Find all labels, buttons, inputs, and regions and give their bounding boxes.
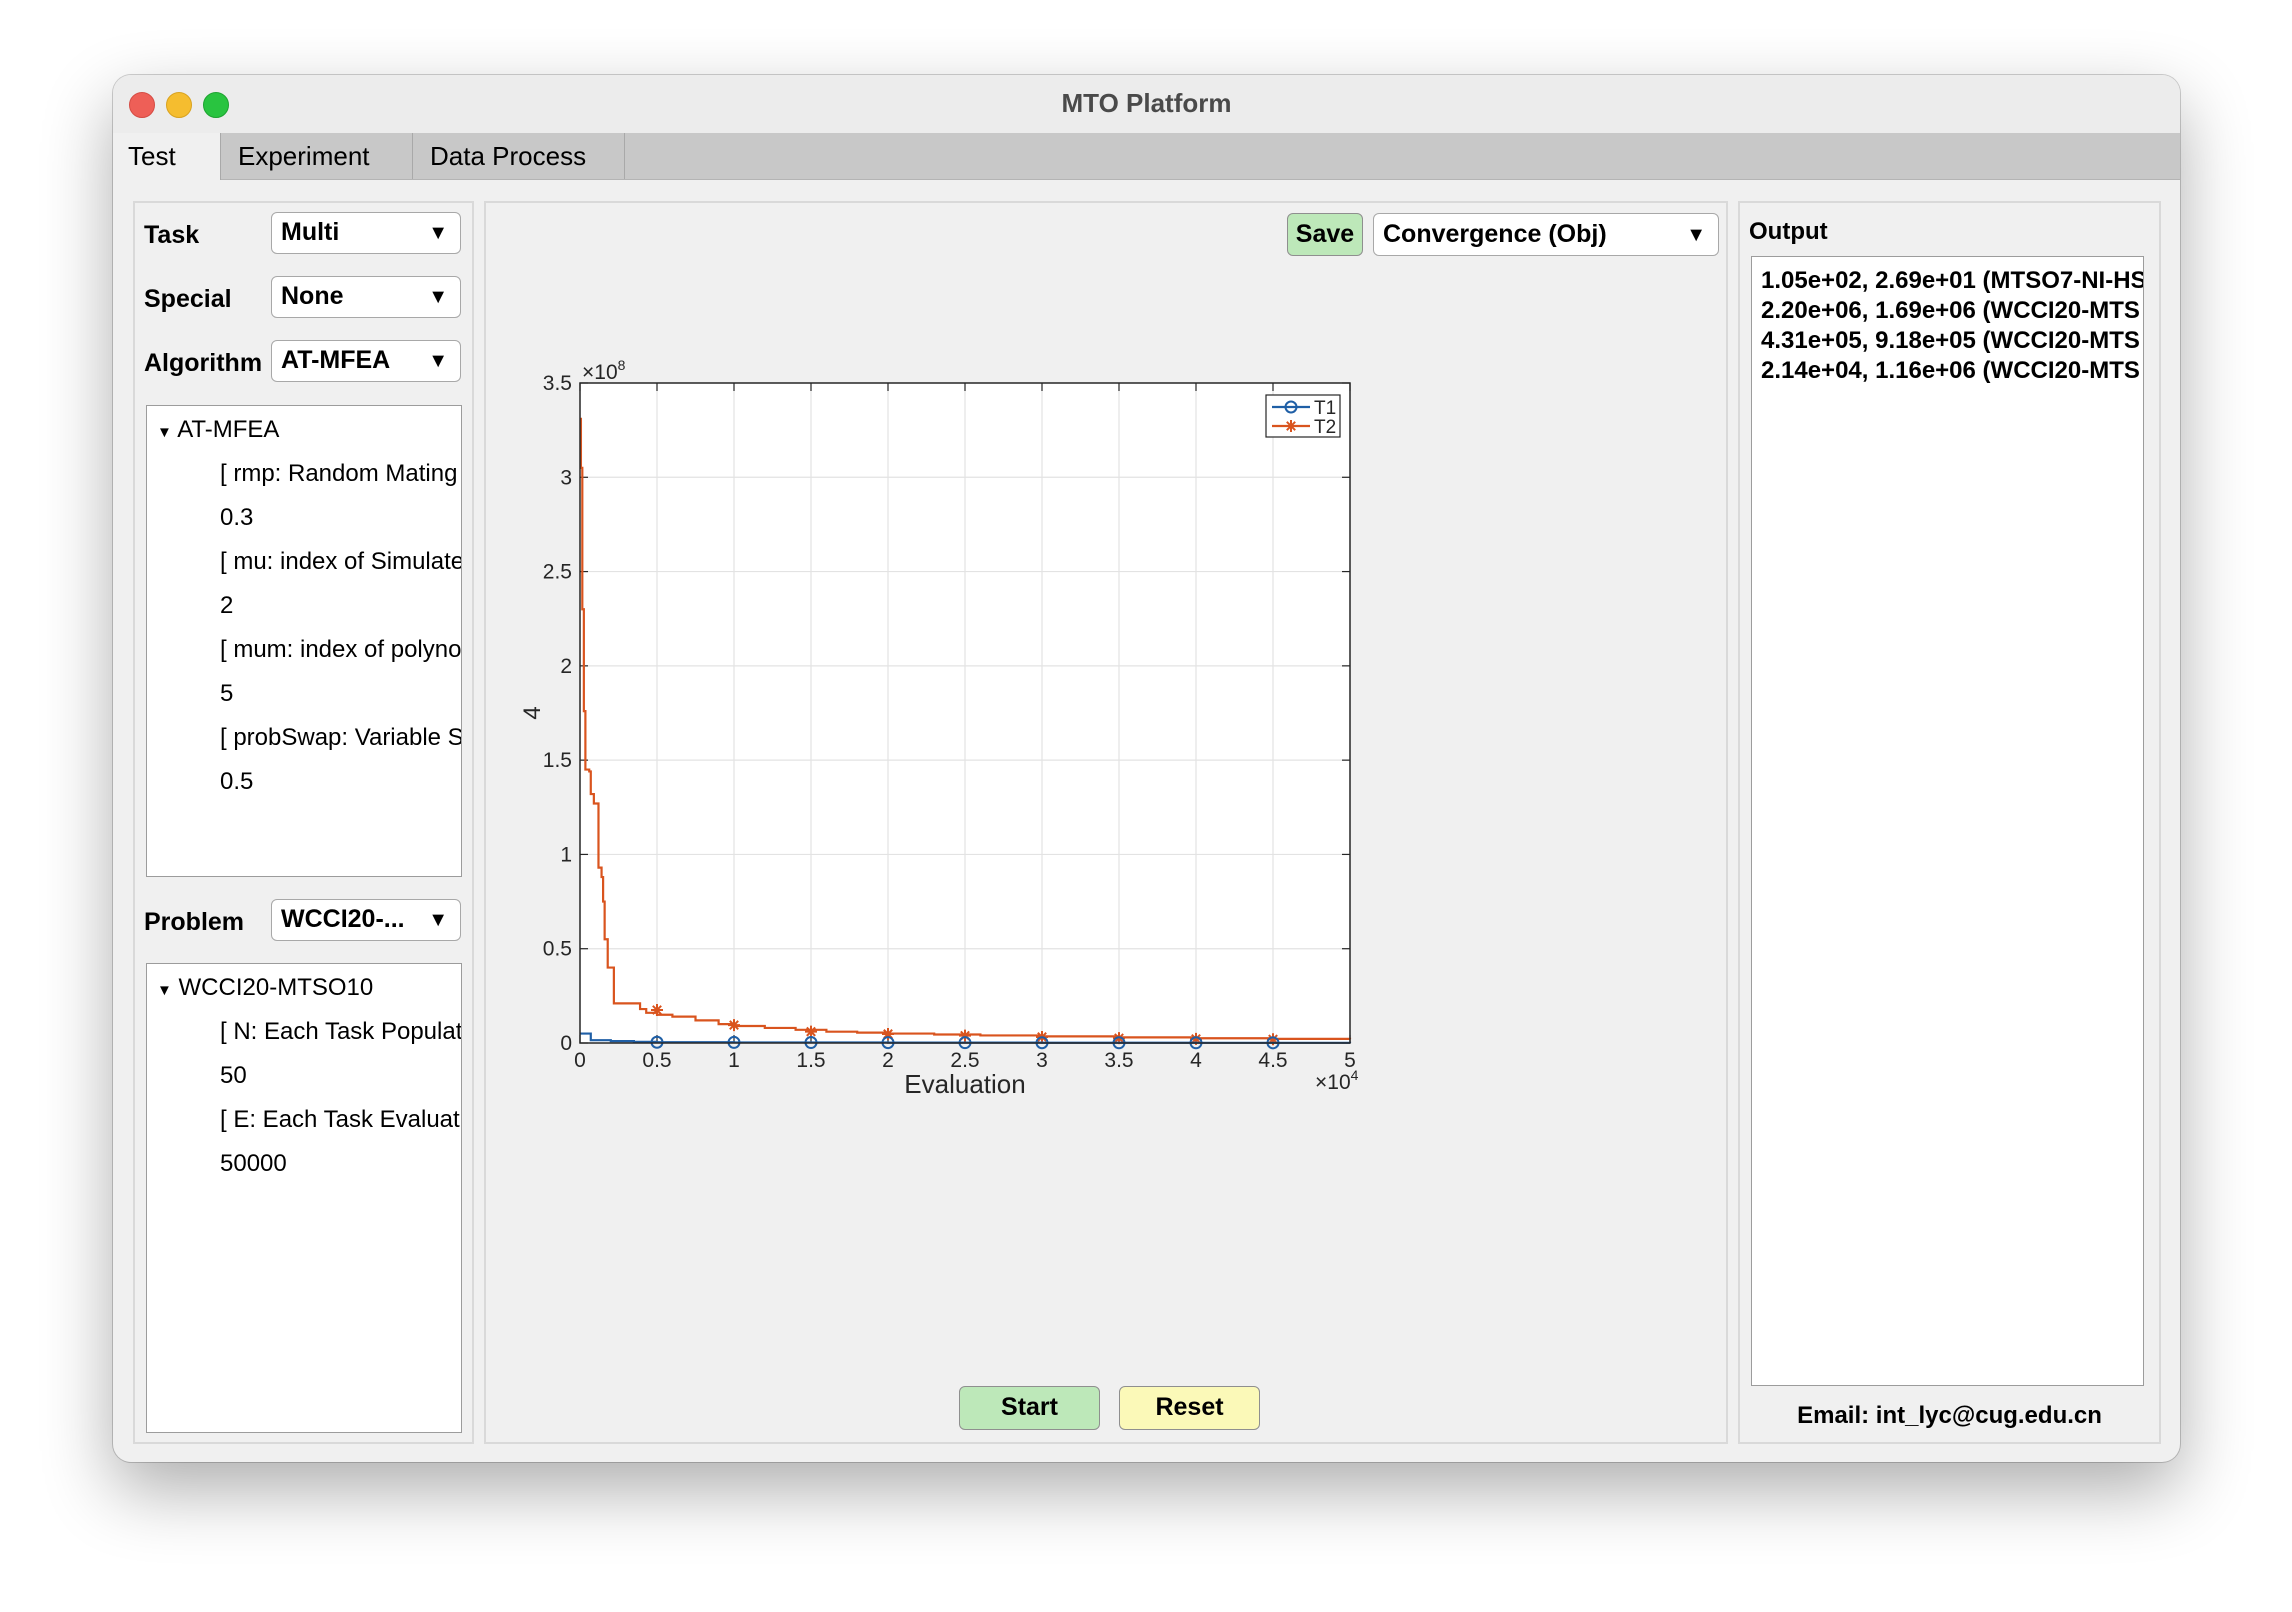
output-panel: Output 1.05e+02, 2.69e+01 (MTSO7-NI-HS 2… [1738, 201, 2161, 1444]
plot-type-dropdown[interactable]: Convergence (Obj) ▼ [1373, 213, 1719, 256]
tree-param-value[interactable]: 50000 [220, 1150, 287, 1177]
tab-test[interactable]: Test [113, 133, 221, 180]
x-tick-label: 3 [1036, 1049, 1048, 1072]
expand-triangle-icon[interactable]: ▼ [157, 424, 172, 441]
legend-marker-t1 [1284, 400, 1298, 414]
x-tick-label: 5 [1344, 1049, 1356, 1072]
x-tick-label: 4 [1190, 1049, 1202, 1072]
chevron-down-icon: ▼ [428, 909, 448, 931]
data-point-t2 [651, 1004, 663, 1016]
special-label: Special [144, 285, 232, 313]
app-window: MTO Platform Test Experiment Data Proces… [113, 75, 2180, 1462]
special-dropdown-value: None [281, 282, 344, 310]
y-tick-label: 2 [560, 655, 572, 678]
output-line: 1.05e+02, 2.69e+01 (MTSO7-NI-HS [1761, 267, 2144, 294]
maximize-window-button[interactable] [203, 92, 229, 118]
data-point-t2 [1267, 1033, 1279, 1046]
legend-label-t2: T2 [1314, 417, 1336, 438]
y-tick-label: 1.5 [543, 749, 572, 772]
algorithm-params-tree[interactable]: ▼ AT-MFEA [ rmp: Random Mating 0.3 [ mu:… [146, 405, 462, 877]
y-tick-label: 2.5 [543, 561, 572, 584]
x-tick-label: 1 [728, 1049, 740, 1072]
y-exponent-label: ×108 [582, 357, 626, 384]
y-axis-label: 4 [519, 706, 546, 719]
tree-param-label[interactable]: [ rmp: Random Mating [220, 460, 458, 487]
x-tick-label: 2.5 [950, 1049, 979, 1072]
algorithm-dropdown-value: AT-MFEA [281, 346, 391, 374]
data-point-t2 [959, 1029, 971, 1042]
tree-param-value[interactable]: 2 [220, 592, 234, 619]
plot-panel: Save Convergence (Obj) ▼ 0 0.5 1 1.5 2 2.5 3 3.… [484, 201, 1728, 1444]
problem-params-tree[interactable]: ▼ WCCI20-MTSO10 [ N: Each Task Populat 5… [146, 963, 462, 1433]
legend-marker-t2 [1285, 420, 1297, 432]
output-line: 4.31e+05, 9.18e+05 (WCCI20-MTS [1761, 327, 2140, 354]
problem-dropdown-value: WCCI20-... [281, 905, 405, 933]
plot-type-value: Convergence (Obj) [1383, 220, 1607, 248]
y-tick-label: 1 [560, 843, 572, 866]
legend-label-t1: T1 [1314, 398, 1336, 419]
chevron-down-icon: ▼ [1686, 224, 1706, 246]
tab-bar: Test Experiment Data Process [113, 133, 2180, 180]
tab-data-process[interactable]: Data Process [413, 133, 625, 179]
tree-root[interactable]: ▼ WCCI20-MTSO10 [157, 974, 374, 1001]
data-point-t2 [1190, 1032, 1202, 1045]
task-label: Task [144, 221, 200, 249]
data-point-t2 [805, 1025, 817, 1038]
title-bar: MTO Platform [113, 75, 2180, 134]
output-line: 2.14e+04, 1.16e+06 (WCCI20-MTS [1761, 357, 2140, 384]
data-point-t2 [728, 1019, 740, 1032]
task-dropdown-value: Multi [281, 218, 340, 246]
y-tick-label: 3 [560, 466, 572, 489]
x-axis-label: Evaluation [904, 1069, 1025, 1099]
tree-param-value[interactable]: 50 [220, 1062, 247, 1089]
tree-param-label[interactable]: [ mum: index of polyno [220, 636, 462, 663]
y-tick-label: 0.5 [543, 938, 572, 961]
legend-box [1265, 394, 1341, 438]
tree-param-value[interactable]: 0.3 [220, 504, 254, 531]
convergence-chart[interactable]: 0 0.5 1 1.5 2 2.5 3 3.5 4 4.5 5 0 0.5 1 1.5 2 2.5 3 3.5 Ev… [486, 263, 1726, 1283]
x-tick-label: 1.5 [796, 1049, 825, 1072]
reset-button[interactable]: Reset [1119, 1386, 1260, 1430]
x-exponent-label: ×104 [1315, 1067, 1359, 1094]
tree-param-label[interactable]: [ E: Each Task Evaluati [220, 1106, 462, 1133]
chevron-down-icon: ▼ [428, 222, 448, 244]
settings-panel: Task Multi ▼ Special None ▼ Algorithm AT… [133, 201, 474, 1444]
data-point-t2 [882, 1027, 894, 1040]
data-point-t1 [650, 1035, 664, 1049]
tree-root[interactable]: ▼ AT-MFEA [157, 416, 280, 443]
algorithm-label: Algorithm [144, 349, 263, 377]
x-tick-label: 4.5 [1258, 1049, 1287, 1072]
output-label: Output [1749, 218, 1828, 245]
output-line: 2.20e+06, 1.69e+06 (WCCI20-MTS [1761, 297, 2140, 324]
chevron-down-icon: ▼ [428, 350, 448, 372]
y-tick-label: 0 [560, 1032, 572, 1055]
tree-param-label[interactable]: [ mu: index of Simulate [220, 548, 462, 575]
tree-param-label[interactable]: [ N: Each Task Populat [220, 1018, 462, 1045]
x-tick-label: 3.5 [1104, 1049, 1133, 1072]
start-button[interactable]: Start [959, 1386, 1100, 1430]
y-tick-label: 3.5 [543, 372, 572, 395]
x-tick-label: 0 [574, 1049, 586, 1072]
output-textarea[interactable]: 1.05e+02, 2.69e+01 (MTSO7-NI-HS 2.20e+06… [1751, 256, 2144, 1386]
x-tick-label: 0.5 [642, 1049, 671, 1072]
axes-box [579, 382, 1351, 1044]
chevron-down-icon: ▼ [428, 286, 448, 308]
problem-dropdown[interactable]: WCCI20-... ▼ [271, 899, 461, 941]
problem-label: Problem [144, 908, 245, 936]
close-window-button[interactable] [129, 92, 155, 118]
algorithm-dropdown[interactable]: AT-MFEA ▼ [271, 340, 461, 382]
tree-param-label[interactable]: [ probSwap: Variable S [220, 724, 462, 751]
minimize-window-button[interactable] [166, 92, 192, 118]
expand-triangle-icon[interactable]: ▼ [157, 982, 172, 999]
tab-experiment[interactable]: Experiment [221, 133, 413, 179]
special-dropdown[interactable]: None ▼ [271, 276, 461, 318]
window-title: MTO Platform [1061, 88, 1232, 118]
task-dropdown[interactable]: Multi ▼ [271, 212, 461, 254]
x-tick-label: 2 [882, 1049, 894, 1072]
tree-param-value[interactable]: 0.5 [220, 768, 254, 795]
save-button[interactable]: Save [1287, 213, 1363, 256]
tree-param-value[interactable]: 5 [220, 680, 234, 707]
email-label: Email: int_lyc@cug.edu.cn [1797, 1402, 2102, 1429]
